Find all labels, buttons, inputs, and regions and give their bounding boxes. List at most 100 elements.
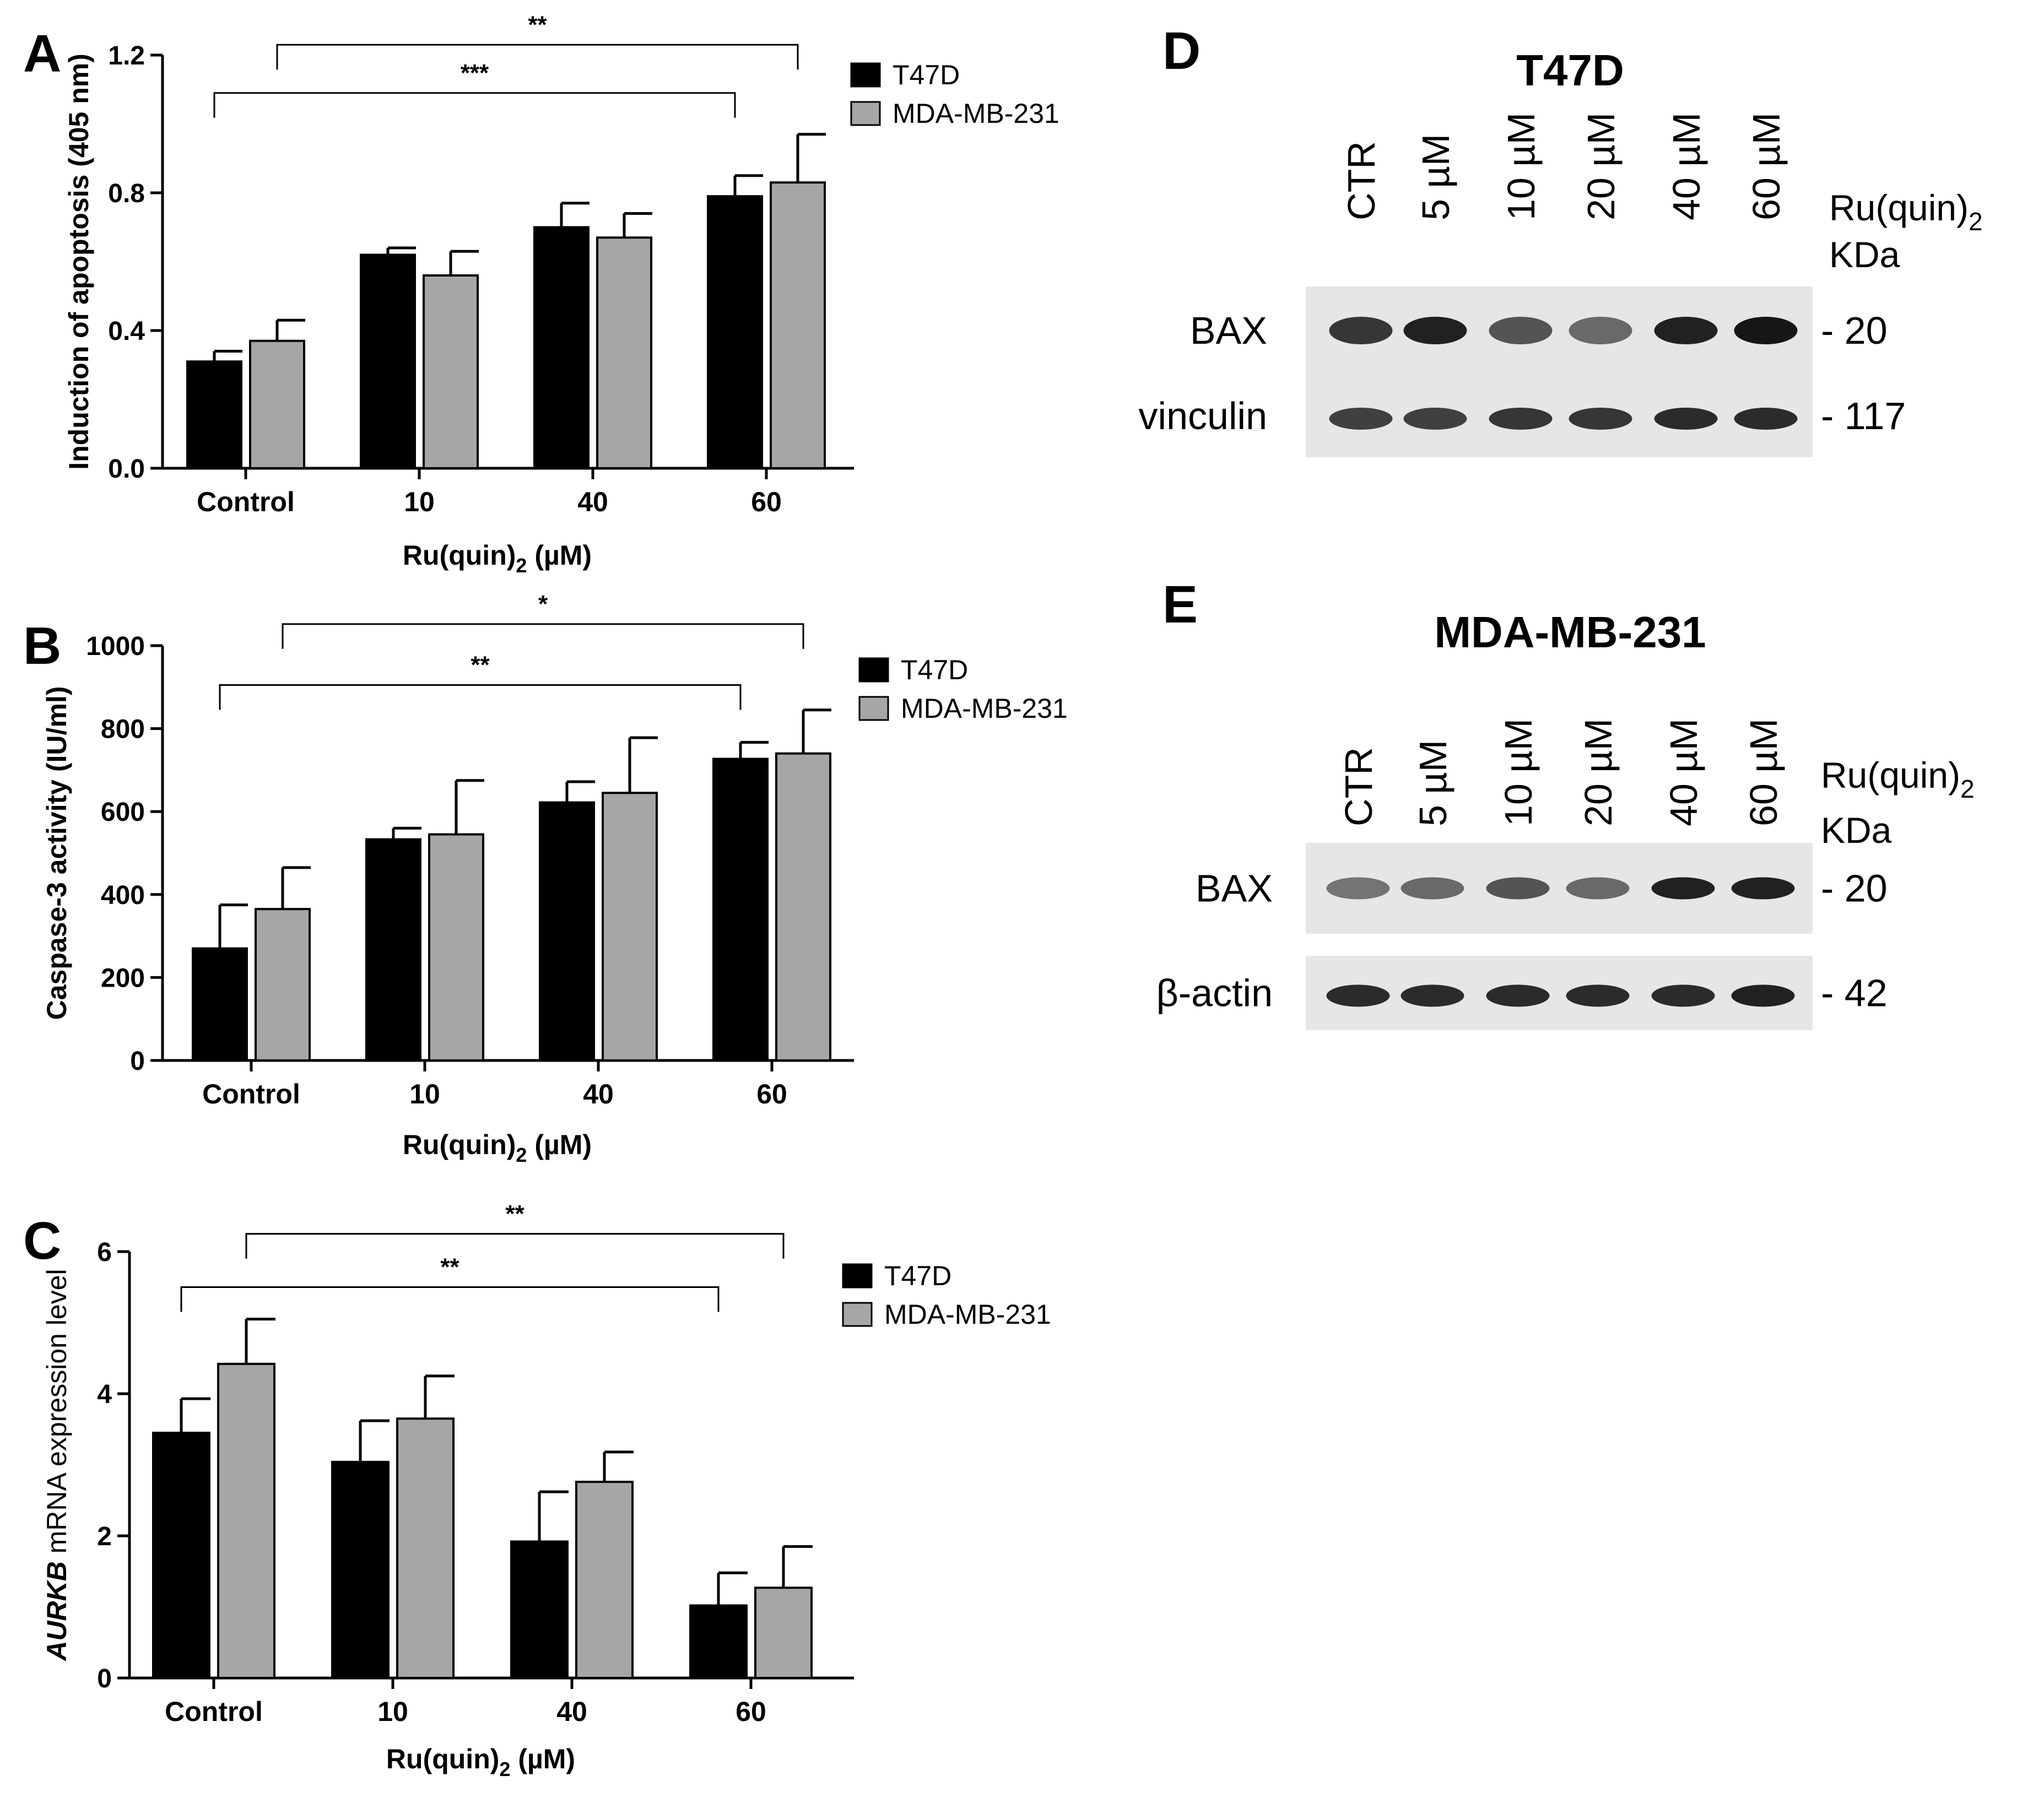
blot-band <box>1400 984 1464 1007</box>
kda-marker: - 42 <box>1821 972 1888 1015</box>
blot-band <box>1489 408 1553 430</box>
x-tick-label: 60 <box>751 486 782 517</box>
blot-band <box>1486 877 1550 900</box>
panel-letter-b: B <box>23 616 61 675</box>
bar-t47d <box>510 1540 569 1680</box>
panel-c-chart: C 0 2 4 6 Control 10 40 60 ** ** T47D MDA-MB-231 AUR… <box>23 1200 1051 1780</box>
blot-band <box>1731 984 1795 1007</box>
y-tick-label: 0.0 <box>108 454 145 484</box>
blot-band <box>1569 408 1632 430</box>
blot-band <box>1403 408 1467 430</box>
blot-band <box>1651 984 1715 1007</box>
x-tick-label: Control <box>197 486 295 517</box>
y-tick-label: 600 <box>101 798 145 827</box>
significance-label: ** <box>471 652 490 679</box>
bar-mda-mb-231 <box>249 339 305 469</box>
bar-t47d <box>152 1431 210 1679</box>
legend-swatch <box>842 1302 873 1327</box>
significance-bracket <box>219 684 742 710</box>
blot-d-title: T47D <box>1516 46 1624 95</box>
bar-mda-mb-231 <box>770 181 826 469</box>
panel-letter-e: E <box>1162 575 1198 634</box>
bar-mda-mb-231 <box>396 1417 455 1679</box>
x-tick-label: 10 <box>409 1079 440 1109</box>
y-tick-label: 800 <box>101 715 145 744</box>
kda-marker: - 117 <box>1821 394 1906 437</box>
y-tick-label: 6 <box>97 1238 112 1267</box>
bar-mda-mb-231 <box>596 236 652 469</box>
treatment-label: Ru(quin)2 <box>1821 755 1975 803</box>
kda-marker: - 20 <box>1821 309 1888 352</box>
bar-mda-mb-231 <box>602 792 658 1062</box>
legend-label: T47D <box>901 654 968 685</box>
panel-letter-d: D <box>1162 21 1201 80</box>
bar-t47d <box>707 195 763 469</box>
blot-band <box>1651 877 1715 900</box>
y-axis-label: Caspase-3 activity (IU/ml) <box>41 686 72 1020</box>
protein-label: vinculin <box>1139 394 1267 437</box>
lane-label: CTR <box>1337 747 1380 826</box>
bar-t47d <box>192 947 248 1062</box>
blot-band <box>1734 317 1798 344</box>
lane-label: 20 µM <box>1580 112 1623 220</box>
x-tick-label: 60 <box>756 1079 787 1109</box>
bar-t47d <box>712 757 769 1062</box>
lane-label: 5 µM <box>1414 134 1457 220</box>
significance-bracket <box>245 1233 785 1259</box>
kda-header: KDa <box>1829 234 1900 275</box>
y-tick-label: 0.8 <box>108 179 145 208</box>
y-tick-label: 2 <box>97 1522 112 1551</box>
x-tick-label: 60 <box>736 1696 766 1727</box>
y-tick-label: 0 <box>130 1047 145 1076</box>
blot-band <box>1654 317 1718 344</box>
lane-label: 40 µM <box>1662 718 1705 826</box>
blot-band <box>1654 408 1718 430</box>
bar-t47d <box>689 1604 748 1679</box>
lane-label: 60 µM <box>1745 112 1788 220</box>
blot-band <box>1326 877 1390 900</box>
x-tick-label: 40 <box>583 1079 614 1109</box>
bar-t47d <box>533 226 590 469</box>
significance-label: * <box>538 591 548 618</box>
kda-marker: - 20 <box>1821 867 1888 910</box>
bar-mda-mb-231 <box>575 1480 634 1679</box>
significance-bracket <box>282 623 804 649</box>
x-tick-label: 10 <box>404 486 435 517</box>
blot-band <box>1329 317 1393 344</box>
lane-label: 10 µM <box>1497 718 1540 826</box>
x-tick-label: Control <box>202 1079 300 1109</box>
y-axis-label: AURKB mRNA expression level <box>41 1269 72 1661</box>
blot-band <box>1566 984 1630 1007</box>
blot-band <box>1403 317 1467 344</box>
bar-t47d <box>539 801 595 1062</box>
bar-t47d <box>331 1460 390 1680</box>
panel-e-blot: E MDA-MB-231 CTR 5 µM 10 µM 20 µM 40 µM 60 µM… <box>1156 575 1975 1030</box>
legend-swatch <box>842 1263 873 1289</box>
blot-band <box>1731 877 1795 900</box>
y-tick-label: 0.4 <box>108 317 145 346</box>
y-tick-label: 200 <box>101 963 145 993</box>
blot-band <box>1489 317 1553 344</box>
blot-membrane <box>1306 843 1813 934</box>
x-tick-label: Control <box>165 1696 263 1727</box>
x-axis-label: Ru(quin)2 (µM) <box>403 1129 592 1166</box>
blot-band <box>1569 317 1632 344</box>
bar-mda-mb-231 <box>255 908 311 1062</box>
treatment-label: Ru(quin)2 <box>1829 187 1983 236</box>
x-tick-label: 10 <box>377 1696 408 1727</box>
blot-band <box>1566 877 1630 900</box>
panel-letter-c: C <box>23 1211 61 1270</box>
blot-band <box>1329 408 1393 430</box>
significance-bracket <box>276 44 799 70</box>
y-axis-label: Induction of apoptosis (405 nm) <box>63 53 94 470</box>
bar-t47d <box>186 360 242 469</box>
significance-bracket <box>213 92 736 118</box>
blot-band <box>1400 877 1464 900</box>
lane-label: CTR <box>1340 141 1383 220</box>
bar-mda-mb-231 <box>423 274 479 469</box>
legend-label: MDA-MB-231 <box>884 1299 1051 1330</box>
blot-membrane <box>1306 956 1813 1030</box>
panel-letter-a: A <box>23 24 61 83</box>
significance-label: ** <box>528 11 547 38</box>
blot-band <box>1326 984 1390 1007</box>
